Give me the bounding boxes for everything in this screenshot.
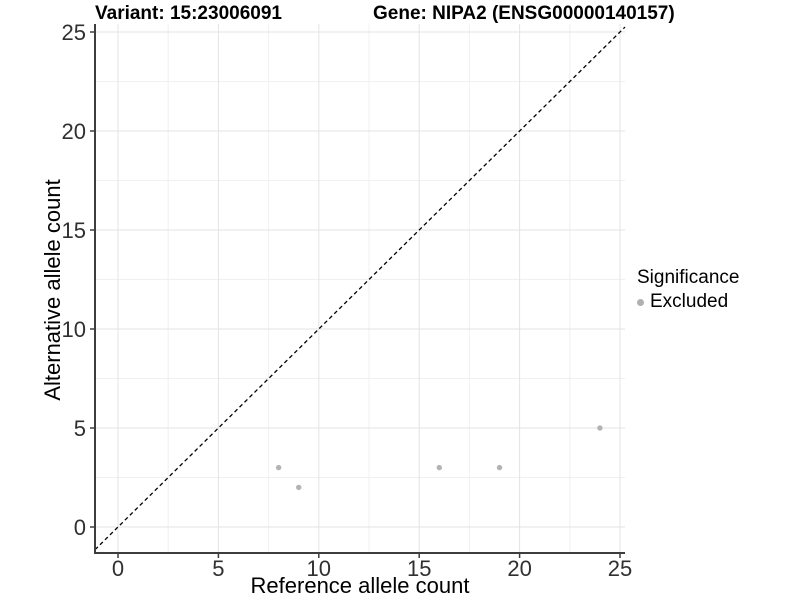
tick-labels-group: 0 5 10 15 20 25 0 5 10 15 20 25 [62,20,633,581]
axis-lines-group [94,24,625,554]
data-points-group [275,425,603,491]
identity-line-group [94,26,626,551]
x-tick-label: 0 [112,556,124,581]
variant-title: Variant: 15:23006091 [95,3,282,24]
gene-title: Gene: NIPA2 (ENSG00000140157) [373,3,675,24]
x-tick-label: 25 [608,556,632,581]
x-tick-label: 10 [307,556,331,581]
x-tick-label: 5 [212,556,224,581]
y-tick-label: 5 [74,416,86,441]
legend-title: Significance [637,267,740,288]
legend-item-label: Excluded [650,290,729,312]
legend-item-excluded: Excluded [637,290,739,313]
major-gridlines [95,24,625,553]
data-point [275,464,282,471]
legend: Significance Excluded [637,267,740,313]
axis-ticks-group [90,31,621,558]
y-tick-label: 10 [62,317,86,342]
minor-gridlines [95,24,625,553]
data-point [496,464,503,471]
y-axis-title: Alternative allele count [40,179,65,400]
y-tick-label: 25 [62,20,86,45]
data-point [296,484,302,491]
x-tick-label: 20 [507,556,531,581]
data-point [597,425,603,431]
y-tick-label: 0 [74,515,86,540]
y-tick-label: 15 [62,218,86,243]
x-tick-label: 15 [407,556,431,581]
y-tick-label: 20 [62,119,86,144]
data-point [436,464,442,471]
identity-line [94,26,626,551]
x-axis-title: Reference allele count [251,573,470,598]
legend-dot-icon [637,298,644,306]
